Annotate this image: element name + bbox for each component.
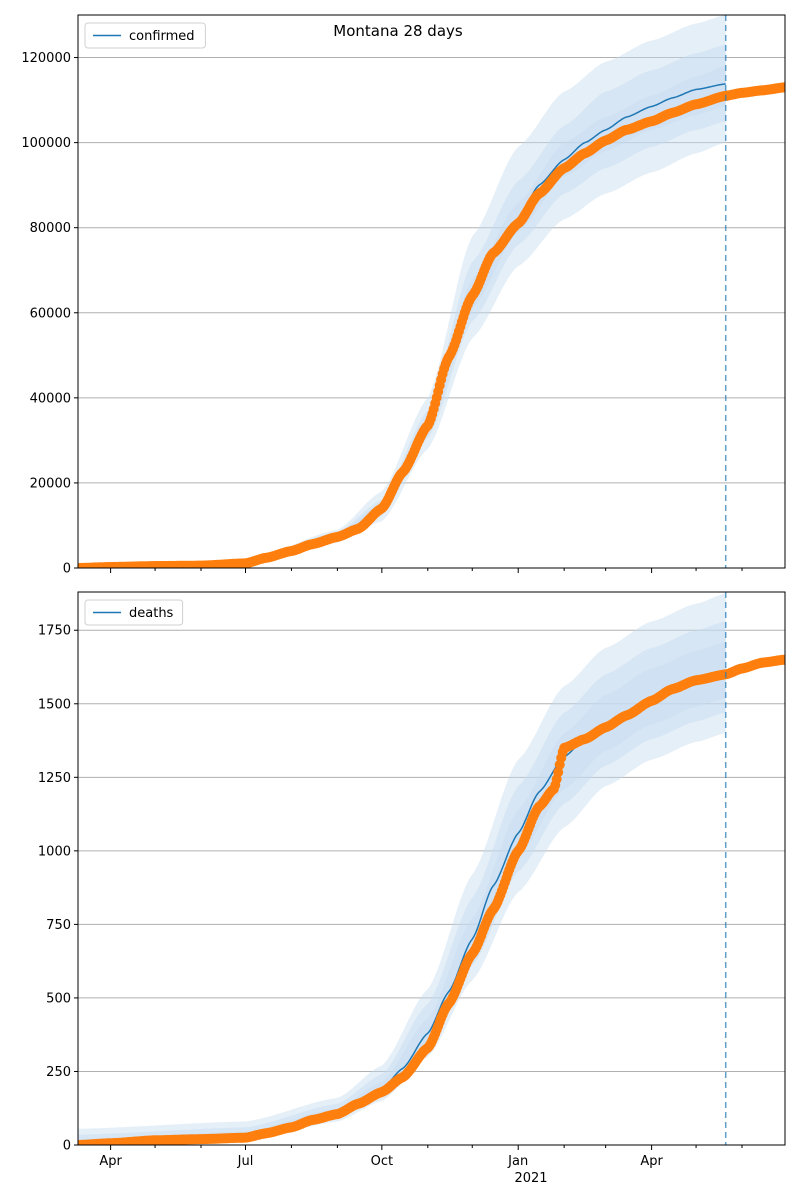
y-tick-label: 100000 xyxy=(21,136,71,151)
y-tick-label: 120000 xyxy=(21,51,71,66)
y-tick-label: 1250 xyxy=(38,771,71,786)
axes-frame xyxy=(77,14,786,569)
band-outer xyxy=(78,15,726,568)
x-year-label: 2021 xyxy=(514,1171,547,1186)
legend-label: deaths xyxy=(129,606,174,621)
x-tick-label: Jan xyxy=(507,1154,528,1169)
y-tick-label: 500 xyxy=(46,991,71,1006)
plot-area xyxy=(78,593,785,1145)
x-tick-label: Apr xyxy=(99,1154,122,1169)
observed-point xyxy=(553,767,564,778)
y-tick-label: 0 xyxy=(63,1139,71,1154)
band-middle xyxy=(78,44,726,568)
x-tick-label: Oct xyxy=(371,1154,393,1169)
plot-area xyxy=(78,15,785,568)
confirmed-panel: 0 20000 40000 60000 80000 100000 120000 confirm… xyxy=(21,14,786,577)
y-tick-label: 250 xyxy=(46,1065,71,1080)
legend-box xyxy=(84,22,206,49)
figure-title: Montana 28 days xyxy=(333,22,463,40)
y-tick-label: 750 xyxy=(46,918,71,933)
observed-series xyxy=(78,654,785,1145)
legend: confirmed xyxy=(84,22,206,49)
y-tick-label: 20000 xyxy=(30,476,71,491)
y-tick-label: 1000 xyxy=(38,844,71,859)
legend-label: confirmed xyxy=(129,29,195,44)
y-tick-label: 1500 xyxy=(38,697,71,712)
y-tick-label: 0 xyxy=(63,562,71,577)
deaths-panel: 0 250 500 750 1000 1250 1500 1750 Apr Jul Oct Jan Ap… xyxy=(38,591,786,1169)
y-tick-label: 80000 xyxy=(30,221,71,236)
band-inner xyxy=(78,642,726,1145)
x-tick-label: Jul xyxy=(237,1154,254,1169)
y-tick-label: 60000 xyxy=(30,306,71,321)
observed-point xyxy=(780,82,785,93)
observed-point xyxy=(780,654,785,665)
legend-box xyxy=(84,599,184,626)
x-tick-label: Apr xyxy=(640,1154,663,1169)
observed-series xyxy=(78,82,785,568)
y-tick-label: 40000 xyxy=(30,391,71,406)
band-outer xyxy=(78,593,726,1145)
axes-frame xyxy=(77,591,786,1146)
y-tick-label: 1750 xyxy=(38,624,71,639)
legend: deaths xyxy=(84,599,184,626)
